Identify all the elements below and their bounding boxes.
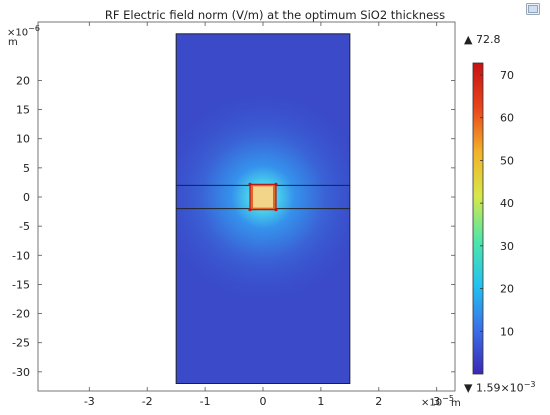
plot-area	[175, 33, 351, 384]
chart-title: RF Electric field norm (V/m) at the opti…	[104, 8, 446, 22]
x-tick-label: 1	[317, 395, 324, 408]
x-axis-multiplier: ×10−5	[421, 394, 454, 409]
y-tick-label: 5	[23, 162, 30, 175]
colorbar-tick-label: 60	[500, 112, 514, 125]
colorbar-tick-label: 20	[500, 283, 514, 296]
y-axis-multiplier: ×10−6	[7, 24, 40, 39]
y-axis-unit: m	[8, 37, 18, 48]
y-tick-label: -5	[19, 220, 30, 233]
colorbar-tick-label: 50	[500, 154, 514, 167]
image-export-icon[interactable]	[526, 3, 540, 15]
colorbar-tick-label: 30	[500, 240, 514, 253]
y-tick-label: 20	[16, 74, 30, 87]
y-tick-label: -30	[12, 366, 30, 379]
colorbar: 10 20 30 40 50 60 70	[472, 62, 514, 375]
y-tick-label: -25	[12, 337, 30, 350]
y-tick-label: -20	[12, 308, 30, 321]
x-tick-label: -2	[142, 395, 153, 408]
colorbar-scale	[472, 62, 484, 375]
y-tick-label: 15	[16, 104, 30, 117]
y-tick-label: -10	[12, 249, 30, 262]
x-axis-unit: m	[451, 398, 461, 409]
colorbar-max-label: ▲ 72.8	[464, 33, 501, 46]
y-tick-label: 10	[16, 133, 30, 146]
colorbar-tick-label: 40	[500, 197, 514, 210]
x-tick-label: 0	[260, 395, 267, 408]
colorbar-min-label: ▼ 1.59×10−3	[464, 380, 536, 395]
axes-frame	[37, 21, 456, 392]
conductor-corner-3	[274, 208, 278, 212]
colorbar-tick-label: 70	[500, 69, 514, 82]
conductor-corner-0	[248, 182, 252, 186]
x-tick-label: 2	[375, 395, 382, 408]
y-tick-label: -15	[12, 278, 30, 291]
x-tick-label: 3	[433, 395, 440, 408]
conductor-core	[252, 186, 274, 208]
conductor-corner-2	[248, 208, 252, 212]
x-tick-label: -3	[84, 395, 95, 408]
conductor-corner-1	[274, 182, 278, 186]
conductor-outline	[249, 183, 277, 211]
colorbar-tick-label: 10	[500, 325, 514, 338]
y-tick-label: 0	[23, 191, 30, 204]
x-tick-label: -1	[200, 395, 211, 408]
